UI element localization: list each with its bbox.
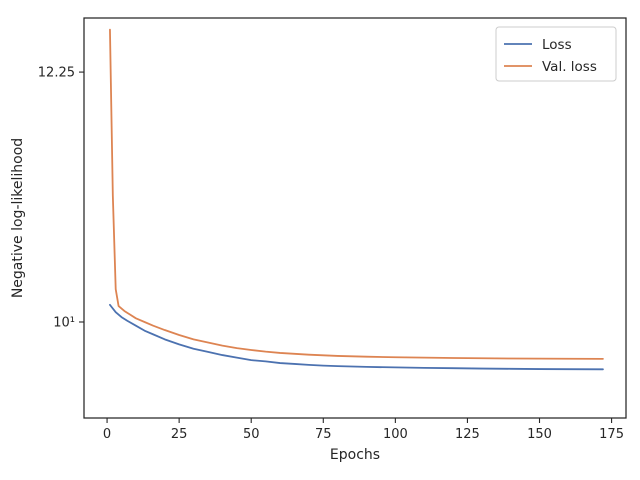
y-axis-label: Negative log-likelihood — [10, 138, 26, 298]
x-tick-label: 25 — [171, 427, 188, 442]
legend-label: Loss — [542, 37, 572, 53]
x-tick-label: 100 — [383, 427, 408, 442]
x-tick-label: 125 — [455, 427, 480, 442]
legend-label: Val. loss — [542, 59, 597, 75]
y-tick-label: 10¹ — [53, 315, 75, 330]
x-tick-label: 0 — [103, 427, 111, 442]
y-tick-label: 12.25 — [38, 66, 75, 81]
plot-frame — [83, 17, 627, 419]
x-axis-label: Epochs — [330, 447, 380, 463]
x-tick-label: 150 — [527, 427, 552, 442]
legend: Loss Val. loss — [495, 26, 617, 82]
x-tick-label: 50 — [243, 427, 260, 442]
plot-area — [109, 28, 604, 371]
series-line-0 — [109, 303, 604, 371]
x-tick-label: 75 — [315, 427, 332, 442]
series-line-1 — [109, 28, 604, 360]
x-tick-label: 175 — [599, 427, 624, 442]
axes: 0 25 50 75 100 125 150 175 10¹ 12.25 — [38, 17, 627, 442]
legend-box — [495, 26, 617, 82]
